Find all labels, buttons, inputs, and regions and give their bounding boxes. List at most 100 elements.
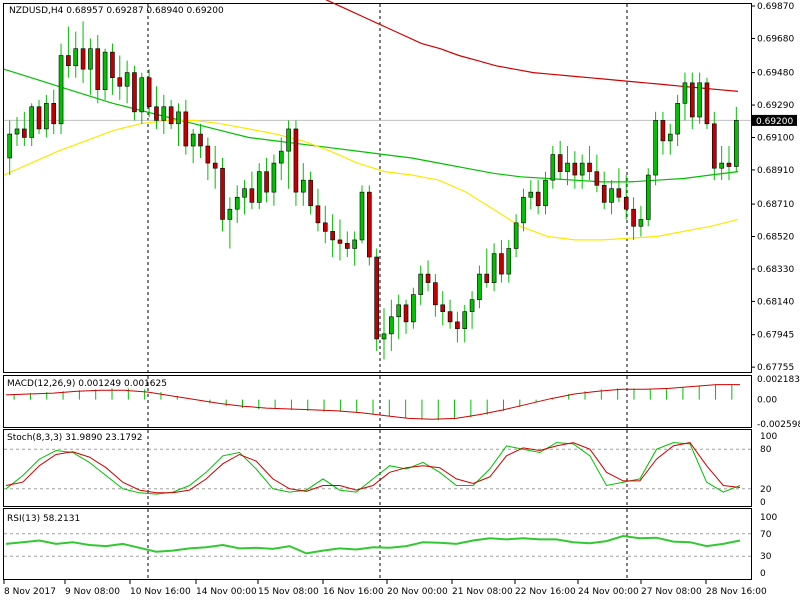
rsi-tick-label: 30 <box>760 552 772 562</box>
candle-body <box>726 162 732 167</box>
candle-body <box>7 133 12 159</box>
stoch-tick-label: 0 <box>760 498 766 508</box>
rsi-title: RSI(13) 58.2131 <box>7 514 80 524</box>
candle-body <box>146 77 152 108</box>
price-tick-label: 0.68520 <box>757 233 794 243</box>
candle-body <box>212 162 218 169</box>
price-tick-label: 0.69680 <box>757 34 794 44</box>
ma-yellow-line <box>3 119 739 241</box>
macd-panel[interactable] <box>3 375 752 428</box>
candle-body <box>653 120 658 176</box>
candle-body <box>433 282 438 306</box>
rsi-indicator <box>4 533 751 557</box>
candle-body <box>308 179 313 207</box>
stoch-tick-label: 20 <box>760 485 772 495</box>
price-tick-label: 0.68710 <box>757 200 794 210</box>
candle-body <box>616 188 622 198</box>
candle-body <box>102 51 108 90</box>
candle-body <box>704 82 710 125</box>
candle-body <box>572 162 578 176</box>
macd-indicator <box>5 384 740 421</box>
candle-body <box>411 294 416 323</box>
candle-body <box>183 111 189 147</box>
rsi-panel[interactable] <box>3 508 752 580</box>
candle-body <box>234 196 240 210</box>
candle-body <box>256 171 262 203</box>
candle-body <box>381 333 387 340</box>
price-tick-label: 0.68330 <box>757 265 794 275</box>
candle-body <box>22 128 27 138</box>
candle-body <box>638 219 644 227</box>
current-price-tag: 0.69200 <box>752 114 797 127</box>
candle-body <box>80 48 86 70</box>
candle-body <box>660 120 666 142</box>
rsi-tick-label: 0 <box>760 569 766 579</box>
day-separators <box>147 4 628 579</box>
candle-body <box>315 205 321 224</box>
time-tick-label: 22 Nov 16:00 <box>515 587 576 597</box>
candle-body <box>161 106 167 121</box>
candle-body <box>132 72 137 113</box>
candle-body <box>242 188 247 198</box>
candle-body <box>587 162 592 172</box>
price-tick-label: 0.69290 <box>757 101 794 111</box>
price-tick-label: 0.69480 <box>757 69 794 79</box>
candle-body <box>367 191 372 258</box>
macd-title: MACD(12,26,9) 0.001249 0.001625 <box>7 379 167 389</box>
candle-body <box>535 191 541 207</box>
candle-body <box>51 103 57 125</box>
candle-body <box>719 162 724 169</box>
price-axis: 0.69870 0.69680 0.69480 0.69290 0.69100 0.689… <box>751 2 794 373</box>
candle-body <box>550 154 556 181</box>
macd-tick-label: 0.00 <box>757 396 777 406</box>
time-tick-label: 21 Nov 08:00 <box>452 587 513 597</box>
candle-body <box>396 304 401 318</box>
candle-body <box>176 111 181 125</box>
candle-body <box>469 299 475 312</box>
price-tick-label: 0.68910 <box>757 166 794 176</box>
candle-body <box>484 273 490 283</box>
main-panel[interactable] <box>3 3 752 373</box>
candle-body <box>95 48 101 90</box>
candle-body <box>190 133 196 147</box>
candle-body <box>697 82 702 118</box>
candle-body <box>521 196 526 224</box>
time-tick-label: 28 Nov 16:00 <box>706 587 767 597</box>
candle-body <box>345 243 350 249</box>
candle-body <box>389 316 394 335</box>
rsi-line <box>5 534 741 555</box>
candle-body <box>440 304 446 312</box>
candle-body <box>205 145 211 164</box>
candle-body <box>579 162 585 176</box>
candle-body <box>601 184 607 203</box>
candle-body <box>44 103 49 130</box>
stoch-indicator <box>4 442 751 495</box>
macd-tick-label: 0.002183 <box>757 375 800 385</box>
candle-body <box>154 106 159 121</box>
time-tick-label: 20 Nov 00:00 <box>387 587 448 597</box>
candle-body <box>278 150 284 164</box>
candle-body <box>58 55 64 125</box>
macd-tick-label: -0.002598 <box>757 420 800 430</box>
stoch-panel[interactable] <box>3 429 752 507</box>
rsi-axis: 100 70 30 0 <box>760 513 777 579</box>
candle-body <box>712 123 717 169</box>
candle-body <box>227 208 233 220</box>
candle-body <box>565 162 570 172</box>
candle-body <box>117 77 123 87</box>
candle-body <box>491 253 497 283</box>
candle-body <box>667 133 673 142</box>
stoch-main-line <box>5 442 741 495</box>
time-tick-label: 10 Nov 16:00 <box>130 587 191 597</box>
candle-body <box>286 128 291 152</box>
candles <box>7 21 739 360</box>
candle-body <box>73 48 79 67</box>
candle-body <box>609 188 614 203</box>
ma-fast-line <box>3 68 739 183</box>
candle-body <box>689 82 695 118</box>
candle-body <box>249 188 255 203</box>
time-tick-label: 24 Nov 00:00 <box>578 587 639 597</box>
candle-body <box>477 273 482 300</box>
stoch-axis: 100 80 20 0 <box>760 432 777 508</box>
